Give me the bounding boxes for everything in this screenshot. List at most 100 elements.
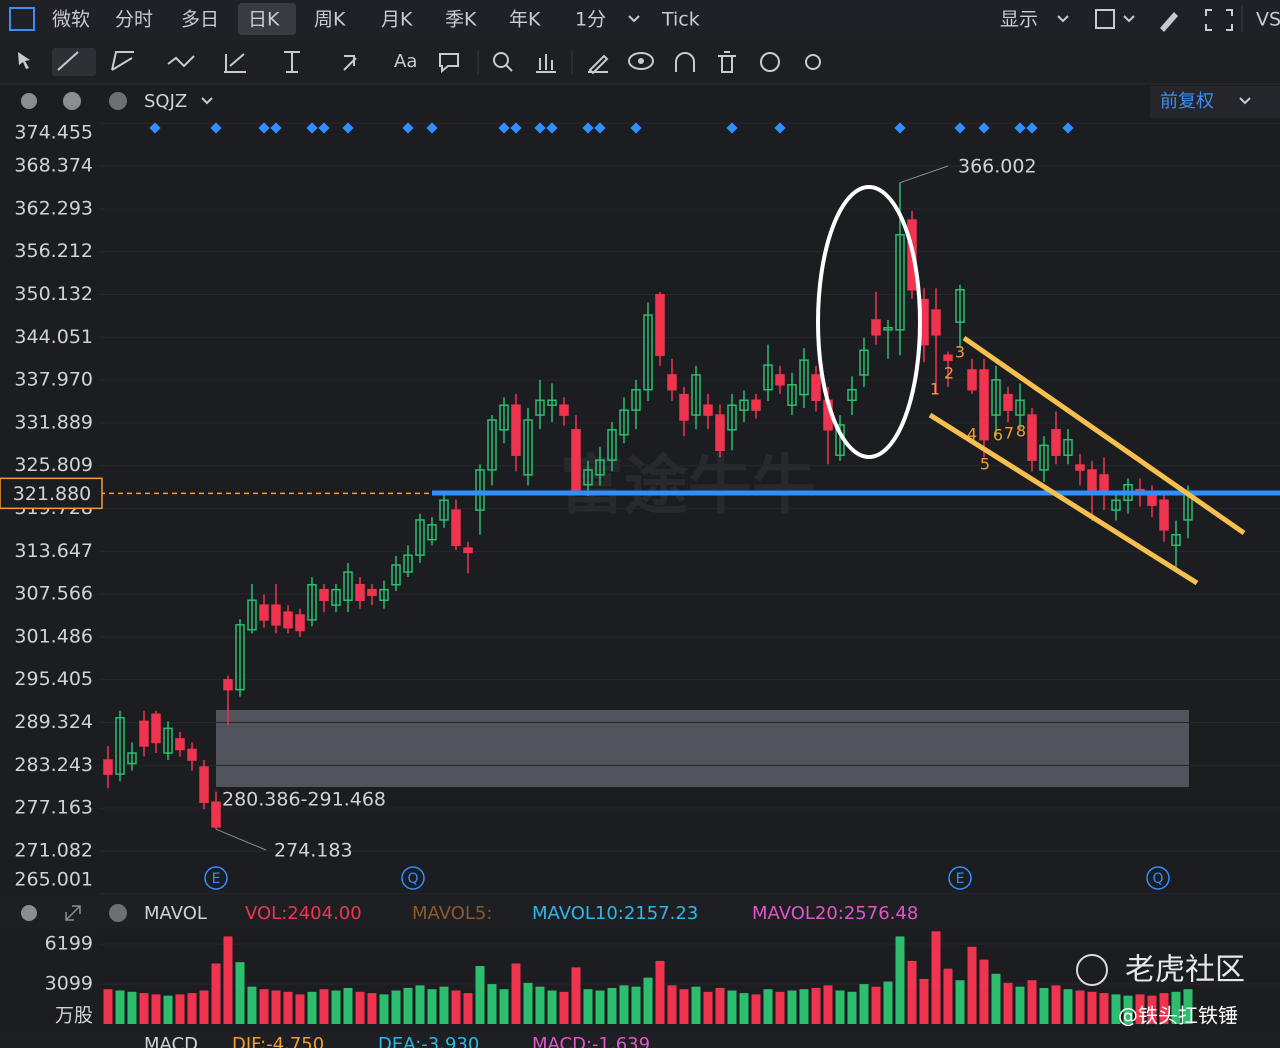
volume-bar (403, 987, 413, 1024)
tab[interactable]: 微软 (52, 9, 90, 31)
sidebar-toggle[interactable] (9, 7, 35, 31)
settings-tool[interactable] (805, 54, 821, 70)
low-label: 274.183 (274, 840, 353, 862)
arrow-tool[interactable] (343, 55, 357, 71)
candle-body (187, 748, 197, 761)
close-icon[interactable] (109, 92, 127, 110)
candle-body (247, 599, 257, 631)
fullscreen-icon[interactable] (1205, 9, 1233, 31)
candle-body (475, 469, 485, 511)
volume-bar (775, 991, 785, 1024)
volume-bar (715, 987, 725, 1024)
candle-body (991, 379, 1001, 416)
volume-bar (511, 963, 521, 1024)
price-zone (216, 710, 1189, 787)
leader-line (215, 828, 267, 851)
tab[interactable]: 多日 (181, 9, 219, 31)
macd-header-name: MACD (144, 1034, 198, 1048)
candle-body (1051, 429, 1061, 456)
indicator-tool[interactable] (536, 54, 556, 73)
magnet-tool[interactable] (675, 52, 695, 72)
event-badge[interactable] (1146, 866, 1170, 890)
line-tool[interactable] (57, 51, 79, 71)
tab[interactable]: 季K (445, 9, 477, 31)
volume-bar (1063, 989, 1073, 1024)
sync-tool[interactable] (760, 52, 780, 72)
volume-bar (607, 987, 617, 1024)
candle-body (151, 713, 161, 744)
volume-bar (499, 989, 509, 1024)
visibility-tool[interactable] (628, 52, 654, 70)
candle-body (1063, 438, 1073, 456)
tab[interactable]: 月K (381, 9, 413, 31)
tab[interactable]: 年K (509, 9, 541, 31)
candle-body (451, 509, 461, 547)
volume-bar (163, 995, 173, 1024)
tab[interactable]: 分时 (115, 9, 153, 31)
volume-bar (631, 986, 641, 1024)
chevron (1239, 97, 1251, 105)
volume-bar (319, 989, 329, 1024)
tab[interactable]: 日K (248, 9, 280, 31)
wave-label: 8 (1016, 422, 1026, 441)
wave-tool[interactable] (167, 55, 195, 68)
candle-body (199, 766, 209, 804)
candle-body (583, 469, 593, 486)
volume-bar (883, 981, 893, 1024)
draw-icon[interactable] (1160, 12, 1178, 32)
compare[interactable]: VS (1256, 9, 1280, 31)
fib-tool[interactable] (224, 53, 246, 73)
adjust-menu[interactable]: 前复权 (1160, 91, 1214, 112)
volume-bar (1051, 985, 1061, 1024)
text-tool[interactable]: Aa (394, 51, 417, 72)
channel-tool[interactable] (111, 51, 134, 71)
measure-tool[interactable] (284, 51, 300, 73)
volume-bar (463, 993, 473, 1024)
volume-bar (559, 991, 569, 1024)
note-tool[interactable] (439, 53, 459, 74)
layout-icon[interactable] (1095, 9, 1115, 29)
eraser-tool[interactable] (588, 54, 609, 75)
chevron (1123, 15, 1135, 23)
tab[interactable]: 1分 (575, 9, 606, 31)
display-menu[interactable]: 显示 (1000, 9, 1038, 31)
event-badge[interactable] (204, 866, 228, 890)
macd-header-dif: DIF:-4.750 (232, 1034, 324, 1048)
volume-bar (859, 984, 869, 1024)
collapse-icon[interactable] (63, 92, 81, 110)
volume-bar (1039, 987, 1049, 1024)
volume-bar (379, 994, 389, 1024)
volume-bar (295, 994, 305, 1024)
candle-body (343, 571, 353, 601)
event-badge[interactable] (948, 866, 972, 890)
tab[interactable]: Tick (661, 9, 700, 31)
channel-lower (928, 412, 1199, 586)
event-diamond (1062, 122, 1074, 134)
volume-bar (835, 990, 845, 1024)
candle-body (967, 369, 977, 391)
settings-icon[interactable] (21, 93, 37, 109)
candle-body (667, 374, 677, 391)
tab[interactable]: 周K (314, 9, 346, 31)
volume-bar (1015, 986, 1025, 1024)
y-tick-label: 301.486 (14, 625, 93, 647)
volume-bar (979, 959, 989, 1024)
candle-body (1111, 499, 1121, 511)
delete-tool[interactable] (718, 51, 736, 73)
indicator-name[interactable]: SQJZ (144, 91, 187, 112)
candle-body (403, 554, 413, 573)
volume-bar (571, 967, 581, 1024)
candle-body (235, 624, 245, 691)
zoom-tool[interactable] (493, 52, 509, 68)
cursor-tool[interactable] (18, 52, 30, 69)
event-letter: Q (1152, 871, 1163, 887)
volume-bar (691, 986, 701, 1024)
event-badge[interactable] (401, 866, 425, 890)
wave-label: 4 (967, 425, 977, 444)
candle-body (643, 314, 653, 391)
volume-bar (943, 968, 953, 1024)
volume-bar (1003, 982, 1013, 1024)
candle-body (427, 524, 437, 541)
volume-bar (535, 986, 545, 1024)
candle-body (487, 419, 497, 471)
